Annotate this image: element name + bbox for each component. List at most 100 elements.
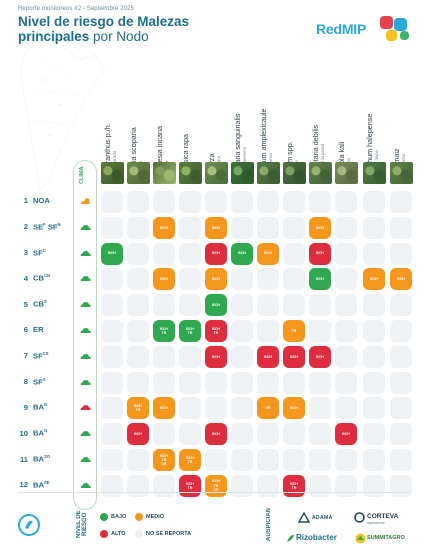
node-label: 4 CBCN: [14, 273, 50, 283]
node-row: 7 SFCS BCH BCH BCH BCH: [0, 344, 425, 370]
risk-cell: [283, 242, 305, 265]
risk-cell: [390, 371, 412, 394]
cell-tag: TR: [135, 408, 141, 413]
risk-cell: [309, 397, 331, 420]
risk-cell: BCH: [205, 242, 227, 265]
risk-cell: [390, 216, 412, 239]
cell-tag: TR: [161, 457, 167, 462]
cell-tag: BCH: [290, 406, 298, 411]
risk-cell: [309, 371, 331, 394]
cell-tag: BCH: [160, 277, 168, 282]
risk-cell: [390, 320, 412, 342]
risk-cell: [363, 423, 385, 446]
risk-cell: BCH: [231, 242, 253, 265]
cloud-icon: [80, 431, 91, 437]
adama-icon: [298, 512, 310, 523]
cell-tag: TR: [291, 485, 297, 490]
cloud-icon: [80, 328, 91, 333]
species-header: Digitaria sanguinalispasto cuaresma: [233, 55, 257, 178]
redmip-logo: RedMIP: [316, 16, 416, 50]
risk-cell: [205, 371, 227, 394]
node-name: SF: [33, 377, 43, 387]
node-name: SE: [33, 222, 44, 232]
risk-cell: [335, 191, 357, 213]
risk-cell: BCH: [153, 397, 175, 420]
cell-tag: CR: [213, 487, 219, 492]
risk-cell: [363, 449, 385, 471]
risk-cell: BCH: [390, 268, 412, 291]
node-name: NOA: [33, 196, 50, 205]
risk-cell: [335, 345, 357, 368]
sponsor-summitagro-text: SUMMITAGRO: [367, 535, 405, 541]
node-label: 8 SFS: [14, 377, 46, 387]
risk-cell: [363, 397, 385, 420]
risk-cell: [205, 397, 227, 420]
risk-cell: [231, 449, 253, 471]
cell-tag: BCH: [264, 251, 272, 256]
node-sup: S: [42, 376, 46, 382]
node-name: BA: [33, 454, 44, 464]
page-title: Nivel de riesgo de Malezas principales p…: [18, 14, 218, 44]
node-number: 8: [23, 377, 28, 387]
cell-tag: BCH: [212, 354, 220, 359]
node-label: 6 ER: [14, 325, 44, 334]
sponsor-corteva-text: CORTEVA: [367, 513, 399, 520]
risk-cell: [127, 371, 149, 394]
risk-cell: [335, 216, 357, 239]
risk-cell: BCH: [309, 216, 331, 239]
risk-cell: BCH: [309, 345, 331, 368]
risk-cell: BCH: [205, 423, 227, 446]
species-photo: [101, 162, 124, 184]
risk-cell: [363, 216, 385, 239]
risk-cell: [390, 397, 412, 420]
rizobacter-icon: [287, 534, 294, 542]
cell-tag: TR: [213, 483, 219, 488]
node-number: 1: [23, 196, 28, 205]
risk-cell: [179, 294, 201, 317]
node-row: 9 BAN BCH TR BCH TR BCH: [0, 395, 425, 421]
node-row: 6 ER BCH TR BCH TR BCH TR TR: [0, 318, 425, 344]
storm-cloud-icon: [80, 405, 91, 411]
risk-cell: BCH: [205, 216, 227, 239]
risk-cell: BCH TR: [205, 320, 227, 342]
logo-blob-blue: [394, 18, 407, 31]
risk-cell: BCH TR CR: [153, 449, 175, 471]
risk-cell: BCH TR: [179, 449, 201, 471]
species-photo: [127, 162, 150, 184]
cell-tag: BCH: [108, 251, 116, 256]
species-header: Zea maizmaiz guacho: [392, 55, 416, 178]
node-row: 12 BASE BCH TR BCH TR CR BCH TR: [0, 473, 425, 499]
risk-cell: [335, 474, 357, 497]
node-sup: CN: [43, 273, 51, 279]
species-header: Brassica rapanabolza: [181, 55, 205, 178]
risk-cell: [127, 216, 149, 239]
risk-cell: [335, 294, 357, 317]
risk-cell: [179, 242, 201, 265]
node-row: 2 SEF SFN BCH BCH BCH: [0, 215, 425, 241]
risk-cell: BCH TR: [153, 320, 175, 342]
risk-cell: [390, 345, 412, 368]
risk-cell: BCH: [283, 397, 305, 420]
logo-blob-green: [400, 31, 409, 40]
risk-cell: [231, 371, 253, 394]
risk-cell: BCH: [283, 345, 305, 368]
risk-cell: [153, 423, 175, 446]
node-name: CB: [33, 299, 44, 309]
risk-cell: [127, 449, 149, 471]
risk-cell: [309, 474, 331, 497]
cell-tag: BCH: [212, 251, 220, 256]
risk-cell: [231, 191, 253, 213]
risk-cell: [153, 191, 175, 213]
species-photo: [205, 162, 228, 184]
risk-cell: [153, 242, 175, 265]
node-sup-2: N: [57, 221, 61, 227]
node-number: 4: [23, 273, 28, 283]
title-bold: Nivel de riesgo de Malezas principales: [18, 14, 190, 44]
node-row: 10 BAO BCH BCH BCH: [0, 421, 425, 447]
risk-cell: TR: [283, 320, 305, 342]
risk-cell: [309, 320, 331, 342]
risk-cell: BCH TR: [127, 397, 149, 420]
cell-tag: BCH: [134, 404, 142, 409]
risk-cell: [390, 449, 412, 471]
risk-cell: [257, 294, 279, 317]
